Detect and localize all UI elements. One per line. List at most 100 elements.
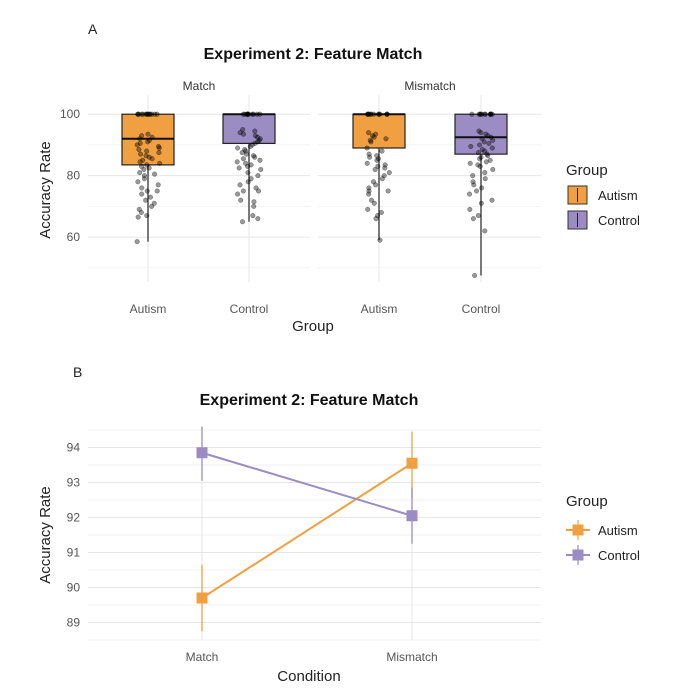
y-tick-label-92: 92 xyxy=(67,511,81,525)
point-match-control-38 xyxy=(258,166,264,172)
y-tick-label-100: 100 xyxy=(60,107,80,121)
point-match-control-46 xyxy=(240,188,246,194)
point-match-autism-26 xyxy=(156,150,162,156)
point-match-autism-39 xyxy=(152,171,158,177)
point-match-autism-36 xyxy=(146,165,152,171)
point-match-control-41 xyxy=(248,176,254,182)
point-match-control-47 xyxy=(235,191,241,197)
point-match-autism-28 xyxy=(143,153,149,159)
point-match-autism-49 xyxy=(143,197,149,203)
panel-a-boxes xyxy=(121,113,508,276)
point-match-autism-13 xyxy=(135,111,141,117)
point-match-control-19 xyxy=(256,137,262,143)
panel-a-points xyxy=(134,111,496,278)
point-mismatch-autism-38 xyxy=(385,188,391,194)
point-mismatch-control-45 xyxy=(489,197,495,203)
y-tick-label-90: 90 xyxy=(67,581,81,595)
legend-label-autism: Autism xyxy=(598,523,638,538)
point-match-control-40 xyxy=(255,173,261,179)
point-mismatch-control-11 xyxy=(487,111,493,117)
point-match-autism-38 xyxy=(137,170,143,176)
point-match-autism-25 xyxy=(144,148,150,154)
point-match-autism-12 xyxy=(149,111,155,117)
point-mismatch-control-22 xyxy=(468,143,474,149)
point-mismatch-autism-36 xyxy=(373,182,379,188)
point-mismatch-autism-10 xyxy=(365,111,371,117)
point-match-autism-43 xyxy=(155,182,161,188)
panel-b-legend-title: Group xyxy=(566,493,608,510)
point-match-autism-24 xyxy=(136,147,142,153)
point-match-control-53 xyxy=(240,219,246,225)
point-mismatch-control-3 xyxy=(469,111,475,117)
legend-label-control: Control xyxy=(598,548,640,563)
point-mismatch-autism-32 xyxy=(386,170,392,176)
panel-a: A Experiment 2: Feature Match Match Mism… xyxy=(37,21,640,335)
point-autism-match xyxy=(196,592,208,604)
point-match-control-15 xyxy=(240,131,246,137)
y-tick-label-91: 91 xyxy=(67,546,81,560)
point-mismatch-autism-13 xyxy=(366,130,372,136)
point-control-match xyxy=(196,447,208,459)
point-match-control-50 xyxy=(251,203,257,209)
x-tick-label-mismatch-autism: Autism xyxy=(361,302,398,316)
point-mismatch-control-31 xyxy=(487,157,493,163)
point-mismatch-control-48 xyxy=(475,213,481,219)
point-match-control-36 xyxy=(245,163,251,169)
point-mismatch-autism-15 xyxy=(370,133,376,139)
point-mismatch-control-20 xyxy=(486,140,492,146)
point-mismatch-control-41 xyxy=(471,182,477,188)
point-match-autism-46 xyxy=(144,188,150,194)
box-match-control xyxy=(222,113,276,144)
point-match-autism-19 xyxy=(145,139,151,145)
point-match-control-11 xyxy=(240,111,246,117)
point-mismatch-control-19 xyxy=(481,139,487,145)
point-mismatch-control-36 xyxy=(490,166,496,172)
point-mismatch-autism-21 xyxy=(379,148,385,154)
facet-strip-mismatch: Mismatch xyxy=(404,79,455,93)
legend-label-control: Control xyxy=(598,213,640,228)
point-mismatch-autism-16 xyxy=(371,134,377,140)
point-match-autism-33 xyxy=(157,160,163,166)
point-mismatch-control-43 xyxy=(474,188,480,194)
point-mismatch-control-26 xyxy=(475,150,481,156)
point-match-autism-56 xyxy=(134,239,140,245)
point-mismatch-autism-44 xyxy=(378,209,384,215)
panel-b-legend: Group Autism Control xyxy=(566,493,640,565)
point-match-control-37 xyxy=(236,165,242,171)
point-mismatch-autism-25 xyxy=(375,156,381,162)
point-mismatch-control-49 xyxy=(470,216,476,222)
point-control-mismatch xyxy=(406,510,418,522)
point-mismatch-control-10 xyxy=(489,111,495,117)
point-match-control-31 xyxy=(240,156,246,162)
point-mismatch-autism-46 xyxy=(373,216,379,222)
point-mismatch-autism-17 xyxy=(383,136,389,142)
point-match-autism-22 xyxy=(156,143,162,149)
point-mismatch-control-16 xyxy=(488,134,494,140)
point-mismatch-control-29 xyxy=(478,154,484,160)
x-tick-label-mismatch-control: Control xyxy=(462,302,501,316)
series-line-autism xyxy=(201,462,413,599)
point-match-control-20 xyxy=(255,139,261,145)
point-match-control-13 xyxy=(252,128,258,134)
point-mismatch-autism-11 xyxy=(371,111,377,117)
point-mismatch-control-32 xyxy=(483,159,489,165)
point-match-control-49 xyxy=(251,199,257,205)
y-tick-label-94: 94 xyxy=(67,441,81,455)
x-tick-label-match-autism: Autism xyxy=(130,302,167,316)
panel-b: B Experiment 2: Feature Match 89 90 91 92 93… xyxy=(37,364,640,685)
point-mismatch-autism-41 xyxy=(368,197,374,203)
facet-strip-match: Match xyxy=(183,79,216,93)
point-mismatch-control-50 xyxy=(482,228,488,234)
point-match-control-8 xyxy=(254,111,260,117)
panel-a-legend-title: Group xyxy=(566,162,608,179)
panel-b-y-ticks: 89 90 91 92 93 94 xyxy=(67,441,81,630)
point-match-control-6 xyxy=(246,111,252,117)
point-mismatch-control-18 xyxy=(490,137,496,143)
point-mismatch-control-37 xyxy=(482,170,488,176)
panel-b-letter: B xyxy=(73,364,82,380)
panel-b-y-axis-title: Accuracy Rate xyxy=(37,486,54,584)
panel-a-x-axis-title: Group xyxy=(292,318,334,335)
point-match-control-21 xyxy=(252,140,258,146)
point-mismatch-autism-26 xyxy=(374,157,380,163)
